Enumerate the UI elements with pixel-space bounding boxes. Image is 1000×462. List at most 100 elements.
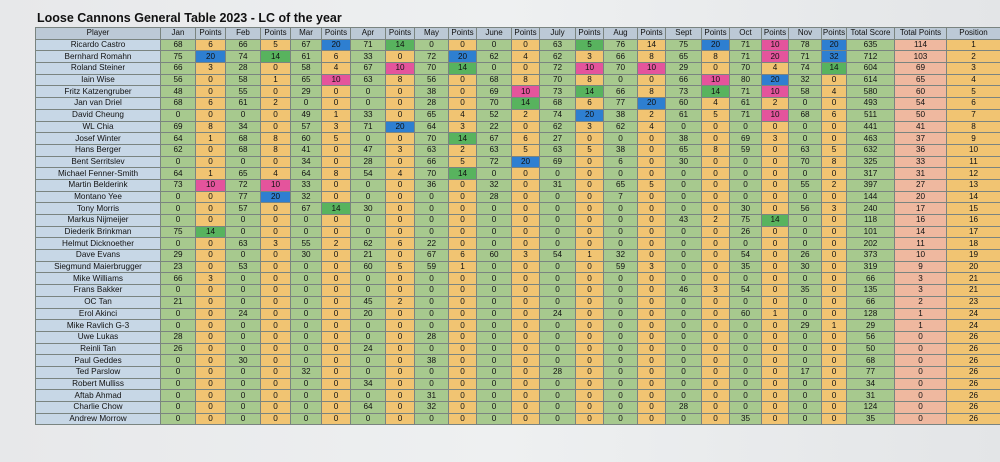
total-score-cell: 202 [846,237,895,251]
points-cell: 20 [195,50,226,64]
points-cell: 3 [637,260,666,274]
position-cell: 21 [946,284,1000,297]
points-cell: 0 [195,237,226,251]
score-cell: 0 [414,284,449,297]
score-cell: 45 [350,295,386,309]
points-cell: 0 [821,330,847,344]
points-cell: 0 [701,295,730,309]
score-cell: 66 [225,38,261,52]
score-cell: 0 [788,190,822,204]
score-cell: 0 [665,342,702,356]
score-cell: 0 [603,295,638,309]
score-cell: 55 [225,85,261,99]
points-cell: 0 [260,108,291,122]
score-cell: 0 [603,319,638,332]
points-cell: 10 [575,62,604,75]
position-cell: 13 [946,178,1000,192]
total-score-cell: 441 [846,120,895,134]
points-cell: 0 [321,214,351,227]
player-name: Reinli Tan [35,342,161,356]
points-cell: 14 [575,85,604,99]
points-cell: 2 [761,97,789,110]
points-cell: 0 [448,38,477,52]
score-cell: 26 [160,342,196,356]
score-cell: 0 [476,284,512,297]
score-cell: 0 [414,38,449,52]
points-cell: 20 [511,155,540,169]
score-cell: 0 [350,365,386,379]
table-row: Montano Yee 0 0 77 20 32 0 0 0 0 0 28 0 0 0 7 0 0 0 0 0 0 0 144… [35,190,1000,204]
score-cell: 0 [290,377,322,391]
score-cell: 0 [603,354,638,367]
points-cell: 0 [575,155,604,169]
points-cell: 0 [511,237,540,251]
points-cell: 2 [637,108,666,122]
points-cell: 0 [637,155,666,169]
score-cell: 46 [665,284,702,297]
position-cell: 26 [946,401,1000,414]
total-points-cell: 0 [894,342,947,356]
points-cell: 20 [385,120,415,134]
points-cell: 0 [195,377,226,391]
points-cell: 0 [448,73,477,87]
points-cell: 0 [761,155,789,169]
table-row: David Cheung 0 0 0 0 49 1 33 0 65 4 52 2 74 20 38 2 61 5 71… [35,108,1000,122]
points-cell: 0 [575,214,604,227]
score-cell: 61 [729,97,762,110]
score-cell: 0 [350,225,386,239]
total-points-cell: 14 [894,225,947,239]
score-cell: 72 [476,155,512,169]
points-cell: 3 [701,284,730,297]
score-cell: 70 [414,132,449,145]
points-cell: 0 [260,342,291,356]
points-cell: 8 [260,132,291,145]
score-cell: 69 [476,85,512,99]
score-cell: 69 [729,132,762,145]
score-cell: 0 [603,389,638,402]
points-cell: 0 [260,295,291,309]
score-cell: 0 [160,108,196,122]
score-cell: 0 [539,377,576,391]
score-cell: 20 [350,307,386,321]
score-cell: 0 [603,330,638,344]
points-cell: 0 [385,249,415,262]
player-name: Hans Berger [35,143,161,157]
points-cell: 5 [448,155,477,169]
position-cell: 9 [946,132,1000,145]
total-points-cell: 0 [894,389,947,402]
score-cell: 0 [290,272,322,286]
points-cell: 0 [821,365,847,379]
player-name: WL Chia [35,120,161,134]
points-cell: 0 [575,260,604,274]
score-cell: 0 [539,260,576,274]
points-cell: 10 [761,85,789,99]
points-cell: 0 [195,354,226,367]
points-cell: 0 [701,307,730,321]
score-cell: 52 [476,108,512,122]
score-cell: 21 [350,249,386,262]
player-name: Charlie Chow [35,401,161,414]
position-cell: 26 [946,342,1000,356]
score-cell: 68 [788,108,822,122]
points-cell: 10 [761,38,789,52]
points-cell: 0 [385,97,415,110]
points-cell: 0 [761,377,789,391]
score-cell: 0 [665,225,702,239]
points-cell: 0 [448,284,477,297]
points-cell: 0 [448,202,477,215]
score-cell: 32 [476,178,512,192]
points-cell: 0 [321,389,351,402]
score-cell: 65 [225,167,261,180]
total-score-cell: 325 [846,155,895,169]
score-cell: 0 [160,354,196,367]
score-cell: 0 [539,202,576,215]
points-cell: 0 [385,401,415,414]
points-cell: 0 [321,307,351,321]
score-cell: 56 [788,202,822,215]
position-cell: 11 [946,155,1000,169]
total-points-cell: 1 [894,307,947,321]
score-cell: 0 [788,330,822,344]
score-cell: 0 [665,365,702,379]
points-cell: 0 [385,214,415,227]
column-header: May [414,27,449,40]
